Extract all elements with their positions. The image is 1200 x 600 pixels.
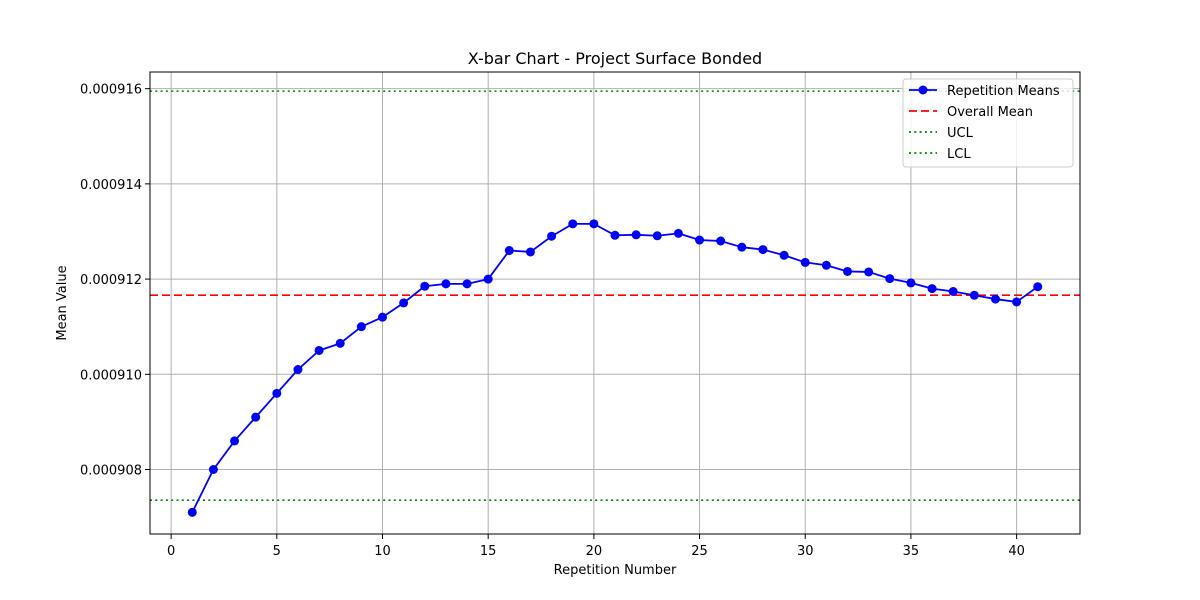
legend-label: UCL <box>947 126 974 141</box>
data-point <box>356 322 366 332</box>
y-axis-label: Mean Value <box>55 265 70 340</box>
legend-label: Repetition Means <box>947 84 1060 99</box>
x-tick-label: 0 <box>167 544 175 559</box>
data-point <box>525 247 535 257</box>
legend-label: LCL <box>947 147 971 162</box>
data-point <box>969 290 979 300</box>
data-point <box>843 266 852 276</box>
x-tick-label: 20 <box>586 544 603 559</box>
x-tick-label: 5 <box>273 544 281 559</box>
data-point <box>1033 282 1043 292</box>
data-point <box>716 236 726 246</box>
data-point <box>589 219 599 229</box>
data-point <box>779 250 789 260</box>
x-tick-label: 10 <box>374 544 391 559</box>
data-point <box>610 230 620 240</box>
legend-box <box>902 78 1074 168</box>
y-tick-label: 0.000910 <box>80 368 142 383</box>
data-point <box>208 464 218 474</box>
data-point <box>187 507 197 517</box>
legend: Repetition Means Overall Mean UCL LCL <box>902 78 1074 168</box>
data-point <box>1012 297 1022 307</box>
data-point <box>906 278 916 288</box>
x-tick-label: 35 <box>903 544 920 559</box>
data-point <box>483 274 493 284</box>
series-layer <box>187 219 1043 517</box>
data-point <box>399 298 409 308</box>
data-point <box>631 230 641 240</box>
data-point <box>864 267 874 277</box>
x-axis-ticks: 0 5 10 15 20 25 30 35 40 <box>167 534 1025 559</box>
data-point <box>462 279 472 289</box>
y-tick-label: 0.000914 <box>80 178 142 193</box>
data-point <box>821 260 831 270</box>
data-point <box>547 231 557 241</box>
data-point <box>737 242 747 252</box>
x-tick-label: 15 <box>480 544 497 559</box>
chart-title: X-bar Chart - Project Surface Bonded <box>468 49 762 68</box>
data-point <box>885 274 895 284</box>
data-point <box>230 436 240 446</box>
data-point <box>652 231 662 241</box>
y-axis-ticks: 0.000908 0.000910 0.000912 0.000914 0.000916 <box>80 83 150 478</box>
data-point <box>800 257 810 267</box>
y-tick-label: 0.000912 <box>80 273 142 288</box>
legend-label: Overall Mean <box>947 105 1033 120</box>
x-tick-label: 40 <box>1008 544 1025 559</box>
y-tick-label: 0.000908 <box>80 463 142 478</box>
data-point <box>335 338 345 348</box>
x-tick-label: 25 <box>691 544 708 559</box>
data-point <box>758 245 768 255</box>
data-point <box>990 294 1000 304</box>
x-axis-label: Repetition Number <box>554 563 677 578</box>
plot-frame <box>149 71 1081 535</box>
data-point <box>568 219 578 229</box>
data-point <box>441 279 451 289</box>
data-point <box>948 286 958 296</box>
data-point <box>378 312 387 322</box>
data-point <box>314 345 324 355</box>
data-point <box>695 235 705 245</box>
data-point <box>251 412 261 422</box>
data-point <box>420 281 430 291</box>
data-point <box>927 284 937 294</box>
data-point <box>673 228 683 238</box>
data-point <box>293 365 303 375</box>
data-point <box>504 246 514 256</box>
data-point <box>272 388 282 398</box>
legend-marker <box>918 85 928 95</box>
y-tick-label: 0.000916 <box>80 83 142 98</box>
x-tick-label: 30 <box>797 544 814 559</box>
